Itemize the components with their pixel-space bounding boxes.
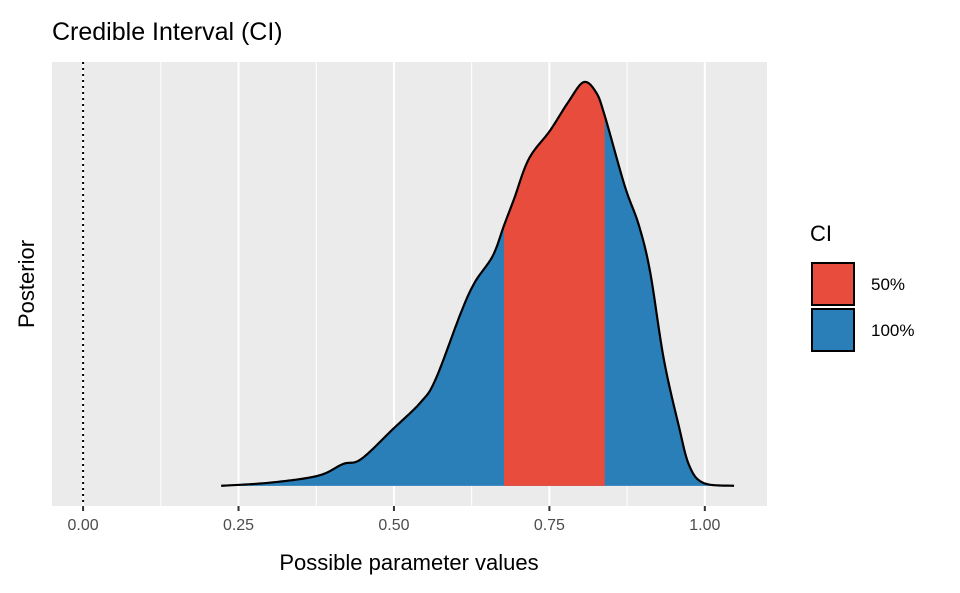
x-axis-label: Possible parameter values bbox=[279, 550, 538, 575]
area-ci-50 bbox=[504, 81, 605, 486]
density-areas bbox=[82, 62, 735, 506]
chart-title: Credible Interval (CI) bbox=[52, 18, 283, 46]
x-tick-label: 0.50 bbox=[378, 517, 409, 534]
legend-key-50 bbox=[811, 262, 855, 306]
legend-label-100: 100% bbox=[871, 321, 914, 340]
x-tick-label: 1.00 bbox=[689, 517, 720, 534]
density-outline bbox=[221, 80, 735, 487]
legend-title: CI bbox=[810, 221, 832, 246]
legend-key-100 bbox=[811, 308, 855, 352]
area-ci-100 bbox=[221, 81, 735, 486]
x-tick-label: 0.75 bbox=[534, 517, 565, 534]
legend: CI 50% 100% bbox=[810, 221, 914, 352]
y-axis-label: Posterior bbox=[14, 240, 39, 328]
x-axis: 0.00 0.25 0.50 0.75 1.00 bbox=[68, 506, 720, 534]
legend-label-50: 50% bbox=[871, 275, 905, 294]
x-tick-label: 0.00 bbox=[68, 517, 99, 534]
x-tick-label: 0.25 bbox=[223, 517, 254, 534]
